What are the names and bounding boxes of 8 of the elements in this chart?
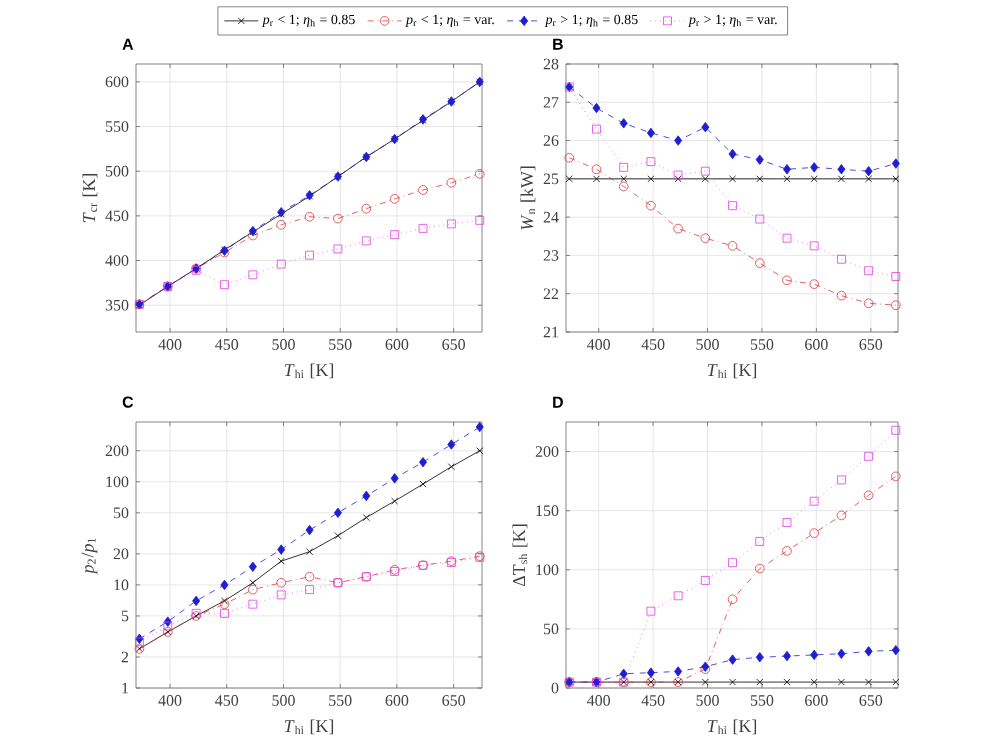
x-axis-title: T$_{hi}$ [K] bbox=[284, 363, 334, 379]
y-axis-title: W$_{n}$ [kW] bbox=[520, 166, 536, 230]
y-axis-title: p$_{2}$/p$_{1}$ bbox=[81, 538, 98, 575]
x-axis-title: T$_{hi}$ [K] bbox=[284, 719, 334, 735]
x-axis-title: T$_{hi}$ [K] bbox=[707, 719, 757, 735]
x-axis-title: T$_{hi}$ [K] bbox=[707, 363, 757, 379]
y-axis-title: ΔT$_{sh}$ [K] bbox=[512, 524, 528, 587]
y-axis-title: T$_{cr}$ [K] bbox=[82, 173, 98, 223]
